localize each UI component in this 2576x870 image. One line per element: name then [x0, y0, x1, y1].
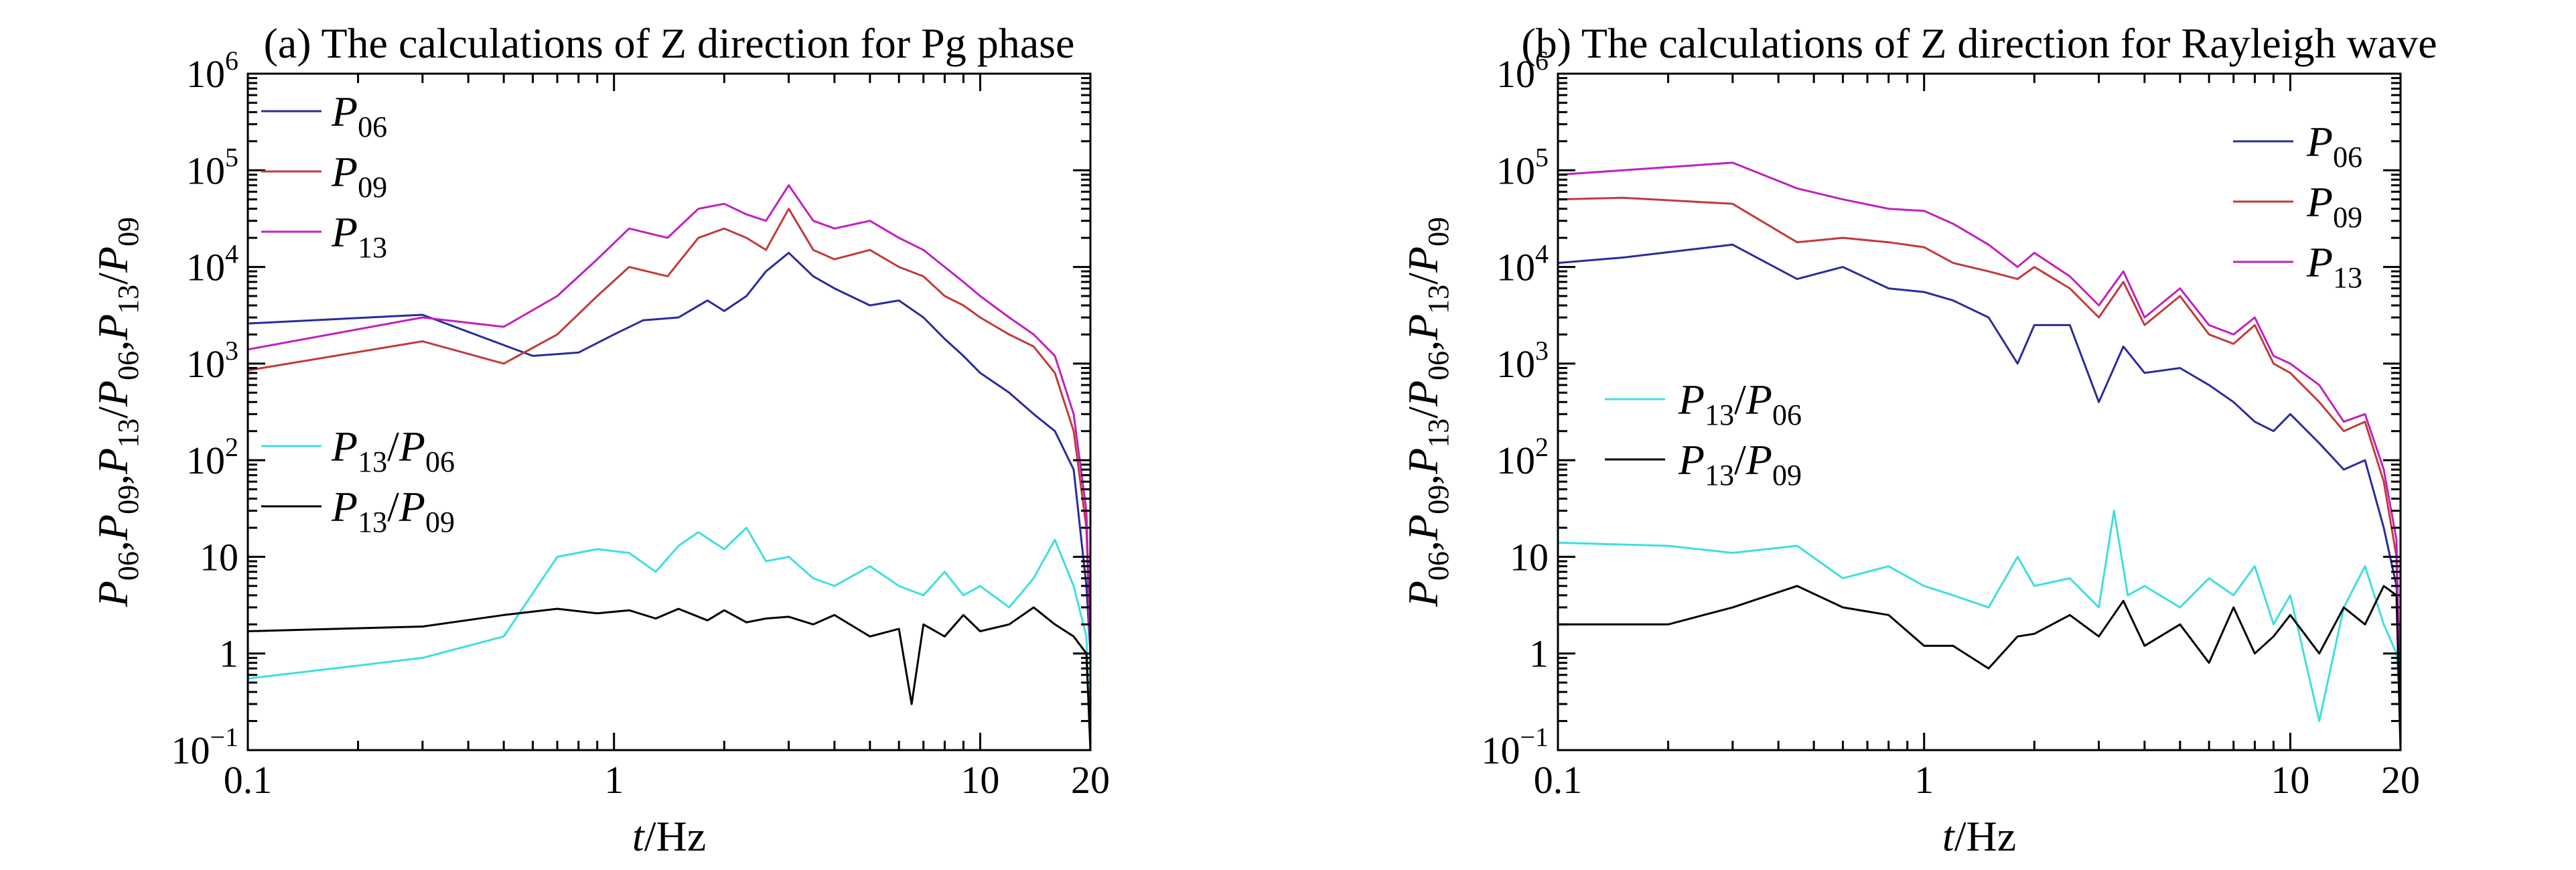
- series-line-p13-over-p06: [248, 526, 1090, 750]
- series-line-p06: [1558, 243, 2401, 683]
- y-tick-label: 105: [186, 142, 238, 192]
- y-tick-label: 104: [1496, 239, 1549, 289]
- series-line-p09: [1558, 196, 2401, 721]
- series-line-p13: [248, 184, 1090, 654]
- series-line-p13-over-p09: [1558, 585, 2401, 750]
- legend-label: P13: [2306, 238, 2362, 294]
- legend-label: P13/P06: [331, 423, 455, 478]
- y-tick-label: 1: [1529, 632, 1549, 676]
- y-tick-label: 1: [219, 632, 238, 676]
- legend-label: P09: [331, 148, 387, 204]
- legend-label: P13: [331, 208, 387, 264]
- x-tick-label: 20: [2381, 758, 2420, 802]
- y-tick-label: 103: [186, 336, 238, 386]
- x-tick-label: 10: [960, 758, 999, 802]
- legend-label: P13/P09: [1678, 436, 1802, 492]
- series-group: [248, 184, 1090, 750]
- y-axis-label: P06,P09,P13/P06,P13/P09: [89, 217, 145, 607]
- chart-title: (a) The calculations of Z direction for …: [264, 19, 1075, 67]
- chart-title: (b) The calculations of Z direction for …: [1521, 19, 2437, 67]
- legend-label: P13/P06: [1678, 376, 1802, 431]
- series-line-p13: [1558, 161, 2401, 721]
- y-tick-label: 10−1: [171, 722, 238, 772]
- legend-label: P13/P09: [331, 483, 455, 538]
- series-group: [1558, 161, 2401, 750]
- x-tick-label: 0.1: [1534, 758, 1583, 802]
- y-tick-label: 102: [186, 432, 238, 482]
- y-tick-label: 102: [1496, 432, 1549, 482]
- series-line-p13-over-p09: [248, 606, 1090, 750]
- y-tick-label: 105: [1496, 142, 1549, 192]
- y-tick-label: 106: [186, 46, 238, 96]
- series-line-p13-over-p06: [1558, 510, 2401, 723]
- plot-frame: [246, 72, 1092, 751]
- x-tick-label: 1: [604, 758, 624, 802]
- legend-label: P06: [331, 88, 387, 143]
- y-tick-label: 10: [200, 535, 238, 579]
- x-tick-label: 0.1: [224, 758, 273, 802]
- x-axis-label: t/Hz: [632, 812, 706, 860]
- x-tick-label: 10: [2271, 758, 2309, 802]
- series-line-p09: [248, 208, 1090, 654]
- legend-label: P06: [2306, 118, 2362, 173]
- y-tick-label: 106: [1496, 46, 1549, 96]
- chart-panel-b: (b) The calculations of Z direction for …: [1399, 19, 2437, 860]
- legend-label: P09: [2306, 178, 2362, 234]
- y-axis-label: P06,P09,P13/P06,P13/P09: [1399, 217, 1455, 607]
- x-tick-label: 1: [1914, 758, 1934, 802]
- x-tick-label: 20: [1071, 758, 1110, 802]
- x-axis-label: t/Hz: [1942, 812, 2016, 860]
- chart-panel-a: (a) The calculations of Z direction for …: [89, 19, 1110, 860]
- plot-frame: [1557, 72, 2402, 751]
- y-tick-label: 103: [1496, 336, 1549, 386]
- y-tick-label: 104: [186, 239, 238, 289]
- series-line-p06: [248, 252, 1090, 654]
- y-tick-label: 10−1: [1481, 722, 1549, 772]
- y-tick-label: 10: [1510, 535, 1549, 579]
